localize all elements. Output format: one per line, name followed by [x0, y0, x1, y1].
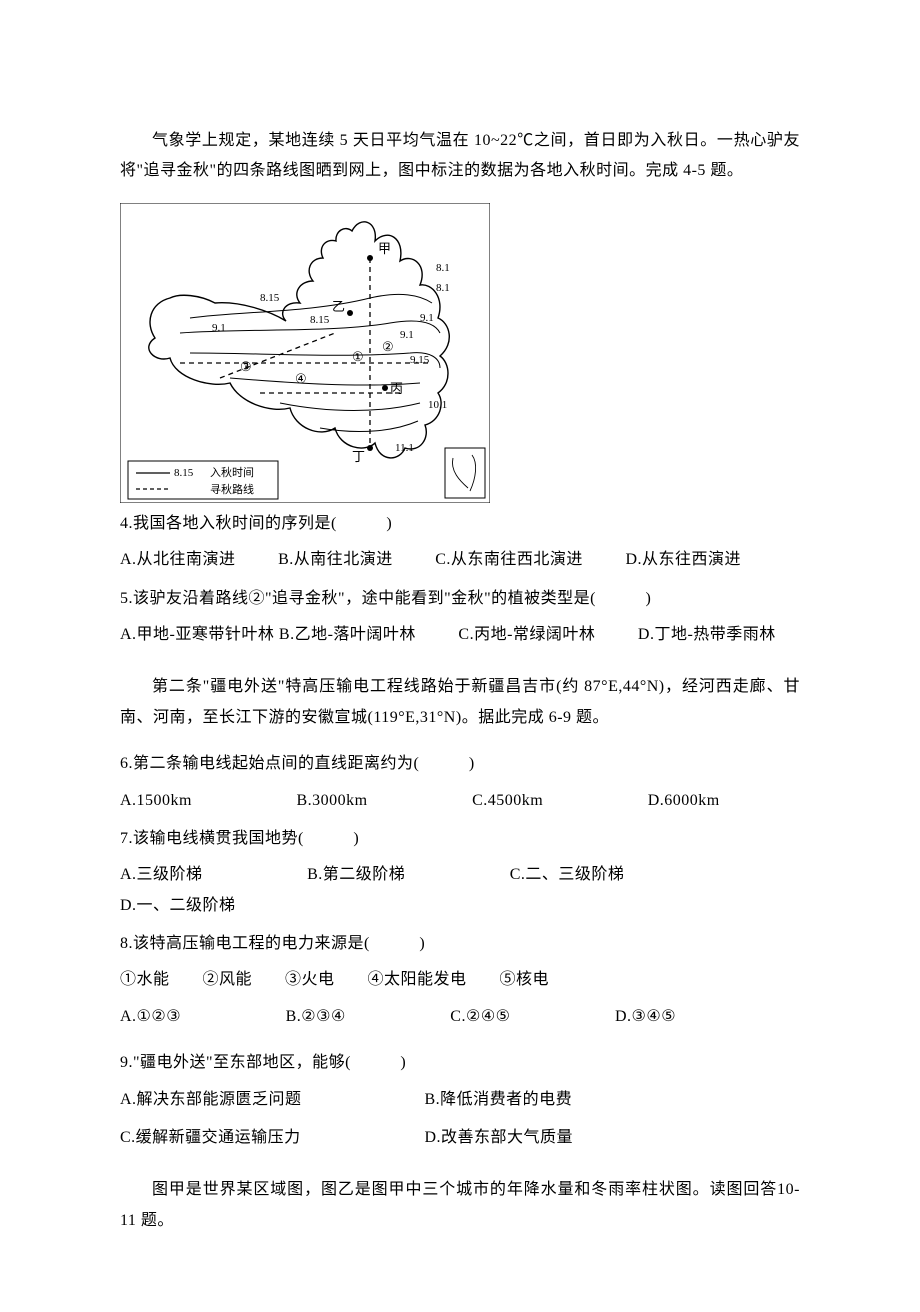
q7-opt-b: B.第二级阶梯	[307, 860, 405, 890]
route-marker: ④	[295, 371, 307, 386]
isoline-label: 11.1	[395, 442, 414, 454]
q5-opt-c: C.丙地-常绿阔叶林	[458, 620, 595, 650]
q5-opt-d: D.丁地-热带季雨林	[638, 620, 776, 650]
q9-stem: 9."疆电外送"至东部地区，能够( )	[120, 1048, 800, 1078]
isoline-label: 9.15	[410, 354, 430, 366]
isoline-label: 9.1	[400, 329, 414, 341]
isoline-label: 8.15	[260, 292, 280, 304]
q4-opt-c: C.从东南往西北演进	[435, 545, 583, 575]
q4-stem: 4.我国各地入秋时间的序列是( )	[120, 509, 800, 539]
q9-opt-d: D.改善东部大气质量	[425, 1123, 574, 1153]
q8-items: ①水能 ②风能 ③火电 ④太阳能发电 ⑤核电	[120, 965, 800, 995]
q5-opt-b: B.乙地-落叶阔叶林	[279, 620, 416, 650]
q6-opt-c: C.4500km	[472, 786, 543, 816]
q8-opt-b: B.②③④	[286, 1002, 346, 1032]
q4-options: A.从北往南演进 B.从南往北演进 C.从东南往西北演进 D.从东往西演进	[120, 545, 800, 575]
q7-opt-d: D.一、二级阶梯	[120, 891, 236, 921]
q9-options-row2: C.缓解新疆交通运输压力 D.改善东部大气质量	[120, 1123, 800, 1153]
q8-opt-c: C.②④⑤	[450, 1002, 510, 1032]
q8-opt-a: A.①②③	[120, 1002, 181, 1032]
q6-opt-d: D.6000km	[648, 786, 720, 816]
q7-opt-c: C.二、三级阶梯	[510, 860, 625, 890]
q9-opt-a: A.解决东部能源匮乏问题	[120, 1085, 420, 1115]
isoline-label: 9.1	[212, 322, 226, 334]
isoline-label: 8.1	[436, 282, 450, 294]
q6-opt-a: A.1500km	[120, 786, 192, 816]
legend-isoline-value: 8.15	[174, 467, 194, 479]
point-label: 丙	[390, 381, 403, 396]
intro-paragraph-2: 第二条"疆电外送"特高压输电工程线路始于新疆昌吉市(约 87°E,44°N)，经…	[120, 672, 800, 733]
q7-stem: 7.该输电线横贯我国地势( )	[120, 824, 800, 854]
q6-opt-b: B.3000km	[297, 786, 368, 816]
point-label: 甲	[378, 241, 391, 256]
route-marker: ③	[240, 359, 252, 374]
isoline-label: 9.1	[420, 312, 434, 324]
q6-options: A.1500km B.3000km C.4500km D.6000km	[120, 786, 800, 816]
q8-stem: 8.该特高压输电工程的电力来源是( )	[120, 929, 800, 959]
q4-opt-b: B.从南往北演进	[278, 545, 393, 575]
q8-options: A.①②③ B.②③④ C.②④⑤ D.③④⑤	[120, 1002, 800, 1032]
point-label: 乙	[332, 299, 345, 314]
legend-route-label: 寻秋路线	[210, 482, 254, 496]
china-map-svg: 8.1 8.1 8.15 9.1 8.15 9.1 9.1 9.15 10.1 …	[120, 203, 490, 503]
isoline-label: 10.1	[428, 399, 447, 411]
document-page: 气象学上规定，某地连续 5 天日平均气温在 10~22℃之间，首日即为入秋日。一…	[0, 0, 920, 1312]
q5-opt-a: A.甲地-亚寒带针叶林	[120, 620, 274, 650]
q7-options: A.三级阶梯 B.第二级阶梯 C.二、三级阶梯 D.一、二级阶梯	[120, 860, 800, 921]
intro-paragraph-3: 图甲是世界某区域图，图乙是图甲中三个城市的年降水量和冬雨率柱状图。读图回答10-…	[120, 1175, 800, 1236]
intro-paragraph-1: 气象学上规定，某地连续 5 天日平均气温在 10~22℃之间，首日即为入秋日。一…	[120, 126, 800, 187]
q9-opt-c: C.缓解新疆交通运输压力	[120, 1123, 420, 1153]
q9-opt-b: B.降低消费者的电费	[425, 1085, 573, 1115]
q4-opt-a: A.从北往南演进	[120, 545, 236, 575]
map-figure: 8.1 8.1 8.15 9.1 8.15 9.1 9.1 9.15 10.1 …	[120, 203, 800, 503]
q5-options: A.甲地-亚寒带针叶林 B.乙地-落叶阔叶林 C.丙地-常绿阔叶林 D.丁地-热…	[120, 620, 800, 650]
point-label: 丁	[352, 449, 365, 464]
route-marker: ①	[352, 349, 364, 364]
q8-opt-d: D.③④⑤	[615, 1002, 676, 1032]
q9-options-row1: A.解决东部能源匮乏问题 B.降低消费者的电费	[120, 1085, 800, 1115]
isoline-label: 8.15	[310, 314, 330, 326]
isoline-label: 8.1	[436, 262, 450, 274]
q6-stem: 6.第二条输电线起始点间的直线距离约为( )	[120, 749, 800, 779]
q4-opt-d: D.从东往西演进	[625, 545, 741, 575]
legend-isoline-label: 入秋时间	[210, 465, 254, 479]
route-marker: ②	[382, 339, 394, 354]
q7-opt-a: A.三级阶梯	[120, 860, 203, 890]
q5-stem: 5.该驴友沿着路线②"追寻金秋"，途中能看到"金秋"的植被类型是( )	[120, 584, 800, 614]
